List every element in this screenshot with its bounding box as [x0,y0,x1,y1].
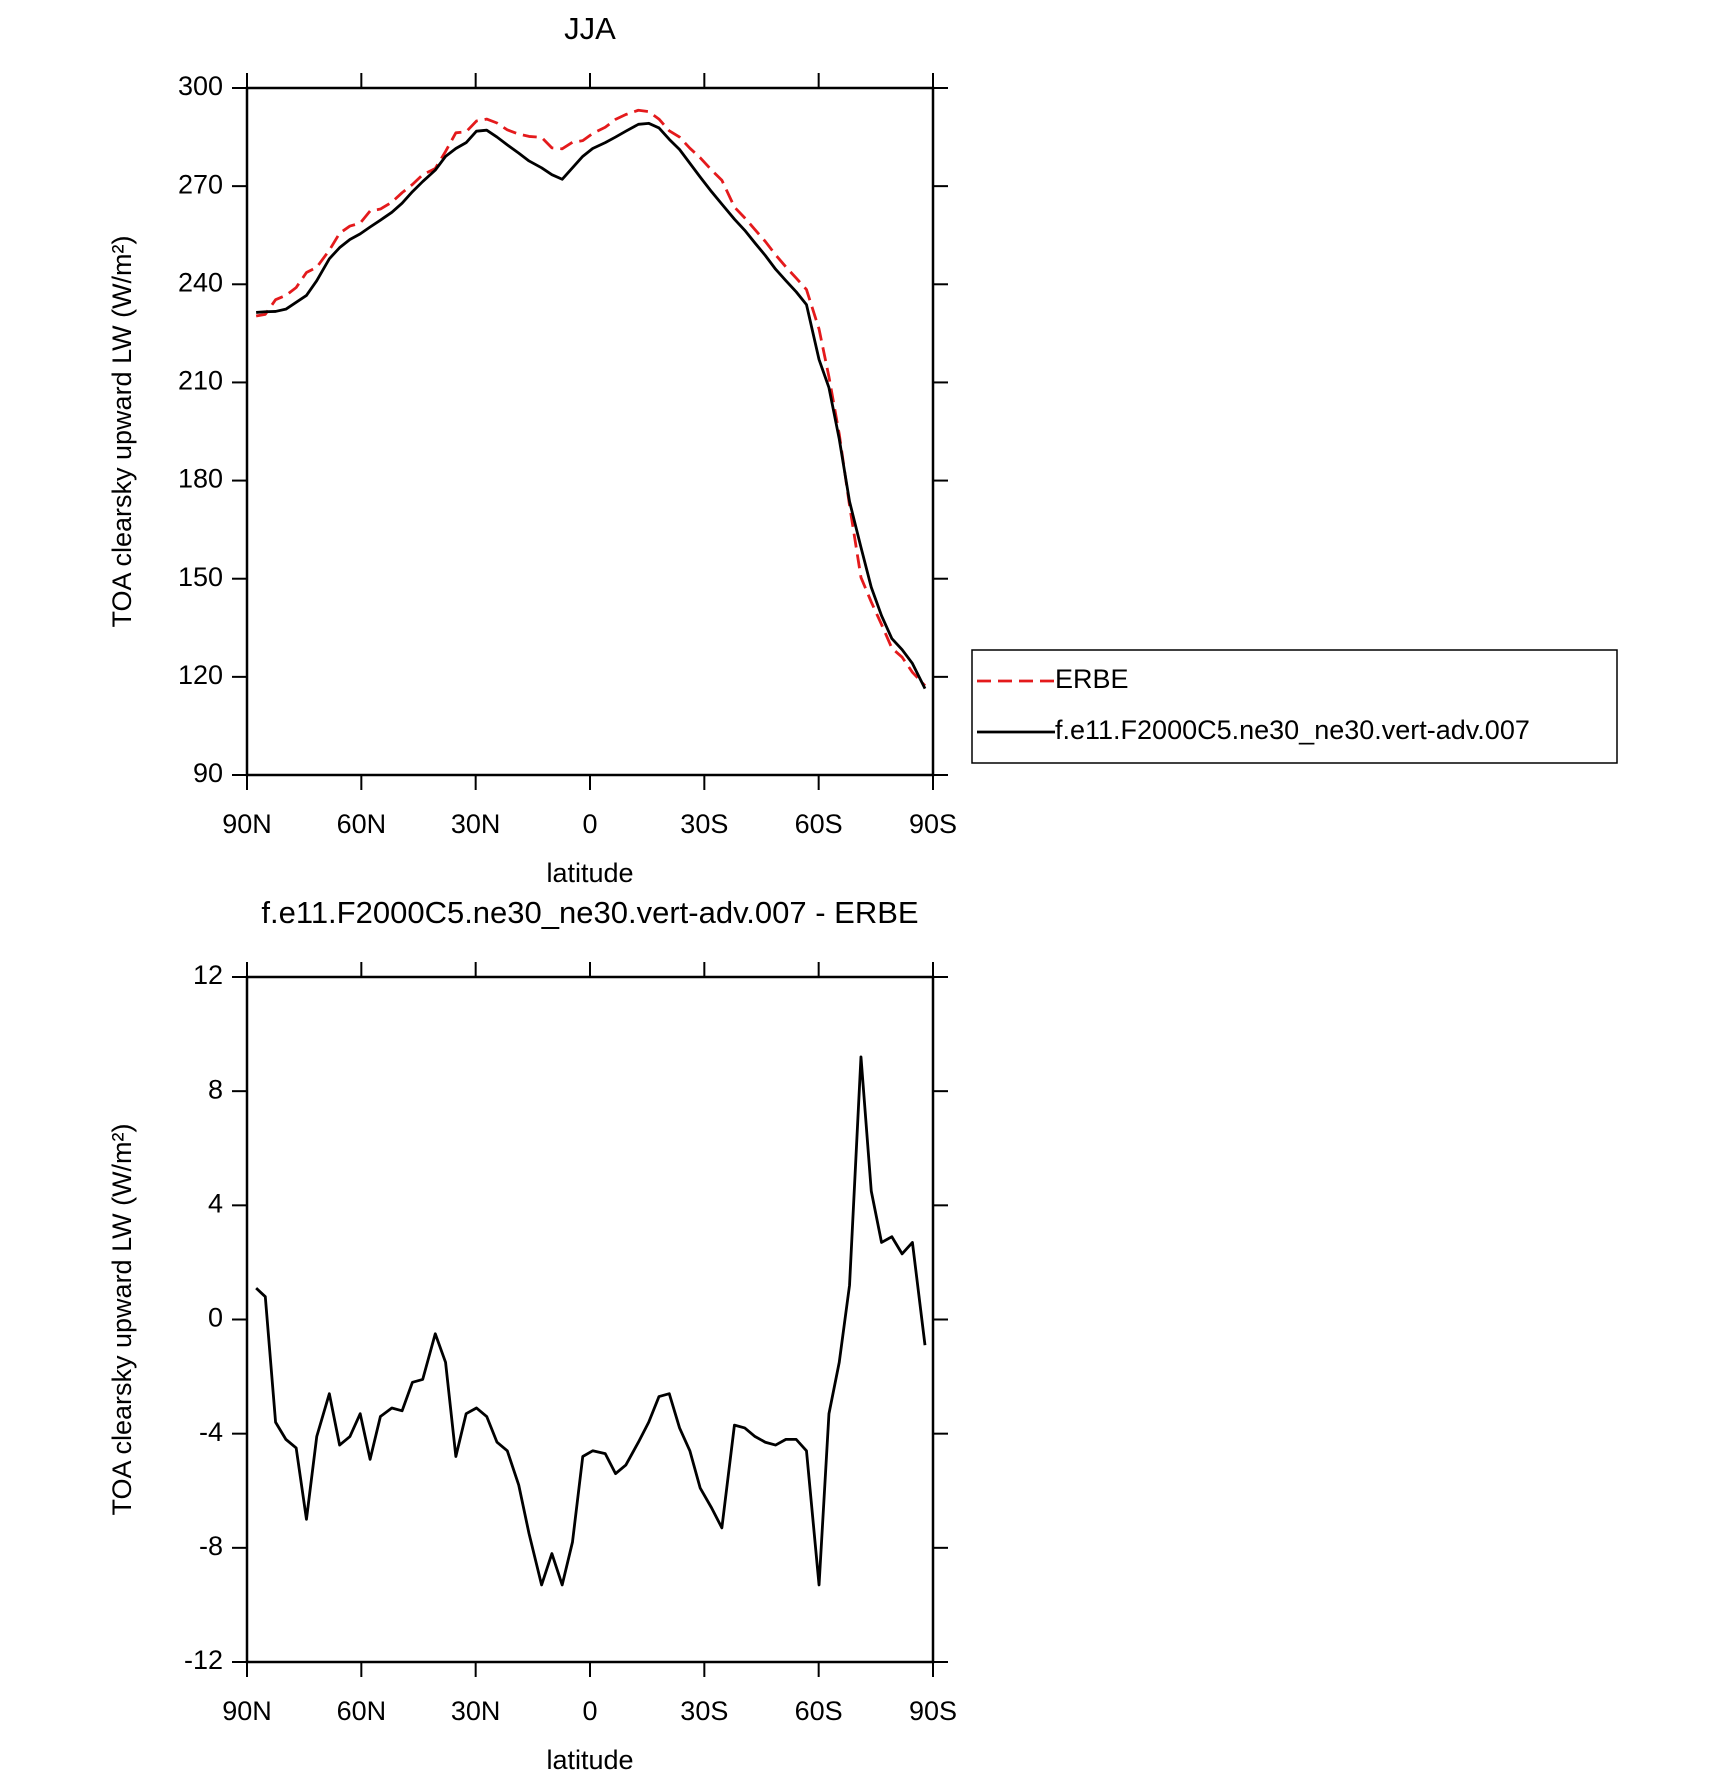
plot-frame [245,975,935,1664]
chart-title: JJA [564,11,616,46]
y-tick-label: 240 [178,267,223,297]
y-tick-label: 300 [178,71,223,101]
x-tick-label: 30N [451,1696,501,1726]
x-tick-label: 90N [222,809,272,839]
y-tick-label: -4 [199,1417,223,1447]
y-tick-label: 8 [208,1074,223,1104]
y-tick-label: 0 [208,1303,223,1333]
legend-box [971,649,1618,764]
x-tick-label: 30S [680,1696,728,1726]
y-tick-label: 210 [178,366,223,396]
y-tick-label: 270 [178,169,223,199]
legend-label: ERBE [1055,664,1129,694]
x-tick-label: 60N [337,809,387,839]
x-tick-label: 60S [795,1696,843,1726]
x-tick-label: 30S [680,809,728,839]
x-axis-label: latitude [546,1745,633,1775]
y-tick-label: 90 [193,758,223,788]
x-tick-label: 0 [582,809,597,839]
plot-frame [245,86,935,777]
y-tick-label: 150 [178,562,223,592]
x-tick-label: 0 [582,1696,597,1726]
x-tick-label: 60S [795,809,843,839]
x-tick-label: 90S [909,809,957,839]
chart-title: f.e11.F2000C5.ne30_ne30.vert-adv.007 - E… [261,895,918,930]
x-tick-label: 90S [909,1696,957,1726]
y-tick-label: -8 [199,1531,223,1561]
y-axis-label: TOA clearsky upward LW (W/m²) [107,235,137,627]
x-tick-label: 90N [222,1696,272,1726]
y-tick-label: 120 [178,660,223,690]
y-tick-label: 12 [193,960,223,990]
y-tick-label: 4 [208,1188,223,1218]
y-axis-label: TOA clearsky upward LW (W/m²) [107,1123,137,1515]
x-tick-label: 60N [337,1696,387,1726]
y-tick-label: 180 [178,464,223,494]
data-line [255,1055,927,1587]
x-tick-label: 30N [451,809,501,839]
data-line [255,108,927,687]
data-line [256,121,927,690]
legend-label: f.e11.F2000C5.ne30_ne30.vert-adv.007 [1055,715,1530,745]
x-axis-label: latitude [546,858,633,888]
y-tick-label: -12 [184,1645,223,1675]
